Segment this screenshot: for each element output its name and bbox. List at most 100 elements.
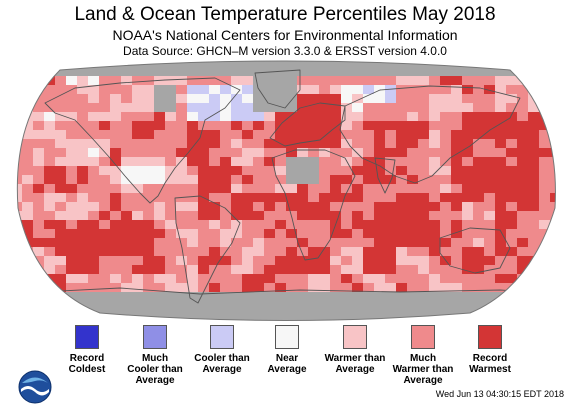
grid-cell [132, 148, 143, 157]
grid-cell [352, 301, 363, 310]
grid-cell [473, 112, 484, 121]
grid-cell [297, 112, 308, 121]
grid-cell [374, 148, 385, 157]
grid-cell [462, 148, 473, 157]
grid-cell [187, 220, 198, 229]
grid-cell [88, 112, 99, 121]
grid-cell [121, 265, 132, 274]
grid-cell [44, 229, 55, 238]
grid-cell [55, 166, 66, 175]
grid-cell [143, 292, 154, 301]
grid-cell [506, 229, 517, 238]
grid-cell [275, 175, 286, 184]
grid-cell [33, 166, 44, 175]
grid-cell [517, 238, 528, 247]
grid-cell [440, 202, 451, 211]
legend-swatch [275, 325, 299, 349]
grid-cell [363, 202, 374, 211]
grid-cell [0, 238, 11, 247]
grid-cell [220, 292, 231, 301]
grid-cell [154, 94, 165, 103]
grid-cell [275, 274, 286, 283]
grid-cell [176, 256, 187, 265]
grid-cell [132, 61, 143, 67]
grid-cell [484, 61, 495, 67]
grid-cell [385, 121, 396, 130]
grid-cell [286, 238, 297, 247]
grid-cell [319, 247, 330, 256]
grid-cell [440, 76, 451, 85]
grid-cell [33, 283, 44, 292]
grid-cell [385, 130, 396, 139]
grid-cell [330, 256, 341, 265]
grid-cell [209, 202, 220, 211]
grid-cell [374, 112, 385, 121]
grid-cell [319, 238, 330, 247]
grid-cell [253, 193, 264, 202]
grid-cell [385, 274, 396, 283]
grid-cell [17, 274, 22, 283]
grid-cell [198, 310, 209, 319]
grid-cell [275, 301, 286, 310]
grid-cell [176, 94, 187, 103]
grid-cell [462, 265, 473, 274]
grid-cell [176, 166, 187, 175]
grid-cell [176, 103, 187, 112]
grid-cell [209, 166, 220, 175]
grid-cell [297, 319, 308, 321]
grid-cell [385, 193, 396, 202]
grid-cell [121, 94, 132, 103]
grid-cell [352, 256, 363, 265]
grid-cell [17, 121, 22, 130]
grid-cell [187, 184, 198, 193]
grid-cell [451, 247, 462, 256]
grid-cell [429, 211, 440, 220]
grid-cell [165, 211, 176, 220]
grid-cell [242, 157, 253, 166]
grid-cell [539, 67, 550, 76]
grid-cell [55, 148, 66, 157]
grid-cell [418, 112, 429, 121]
grid-cell [385, 310, 396, 319]
grid-cell [396, 139, 407, 148]
grid-cell [352, 274, 363, 283]
grid-cell [506, 166, 517, 175]
grid-cell [319, 130, 330, 139]
grid-cell [407, 139, 418, 148]
grid-cell [330, 274, 341, 283]
grid-cell [220, 184, 231, 193]
grid-cell [121, 256, 132, 265]
grid-cell [561, 139, 570, 148]
grid-cell [22, 103, 33, 112]
grid-cell [440, 247, 451, 256]
grid-cell [495, 238, 506, 247]
grid-cell [484, 130, 495, 139]
grid-cell [165, 238, 176, 247]
grid-cell [143, 247, 154, 256]
grid-cell [176, 211, 187, 220]
grid-cell [407, 292, 418, 301]
grid-cell [561, 220, 570, 229]
grid-cell [99, 184, 110, 193]
grid-cell [528, 247, 539, 256]
grid-cell [473, 202, 484, 211]
grid-cell [539, 94, 550, 103]
legend-swatch [343, 325, 367, 349]
grid-cell [33, 76, 44, 85]
grid-cell [473, 76, 484, 85]
asia-outline [339, 85, 521, 184]
grid-cell [451, 139, 462, 148]
grid-cell [176, 85, 187, 94]
grid-cell [528, 238, 539, 247]
grid-cell [528, 292, 539, 301]
grid-cell [242, 121, 253, 130]
grid-cell [165, 229, 176, 238]
grid-cell [110, 94, 121, 103]
grid-cell [143, 103, 154, 112]
grid-cell [17, 94, 22, 103]
grid-cell [484, 274, 495, 283]
grid-cell [176, 310, 187, 319]
grid-cell [473, 319, 484, 321]
grid-cell [99, 292, 110, 301]
grid-cell [374, 247, 385, 256]
